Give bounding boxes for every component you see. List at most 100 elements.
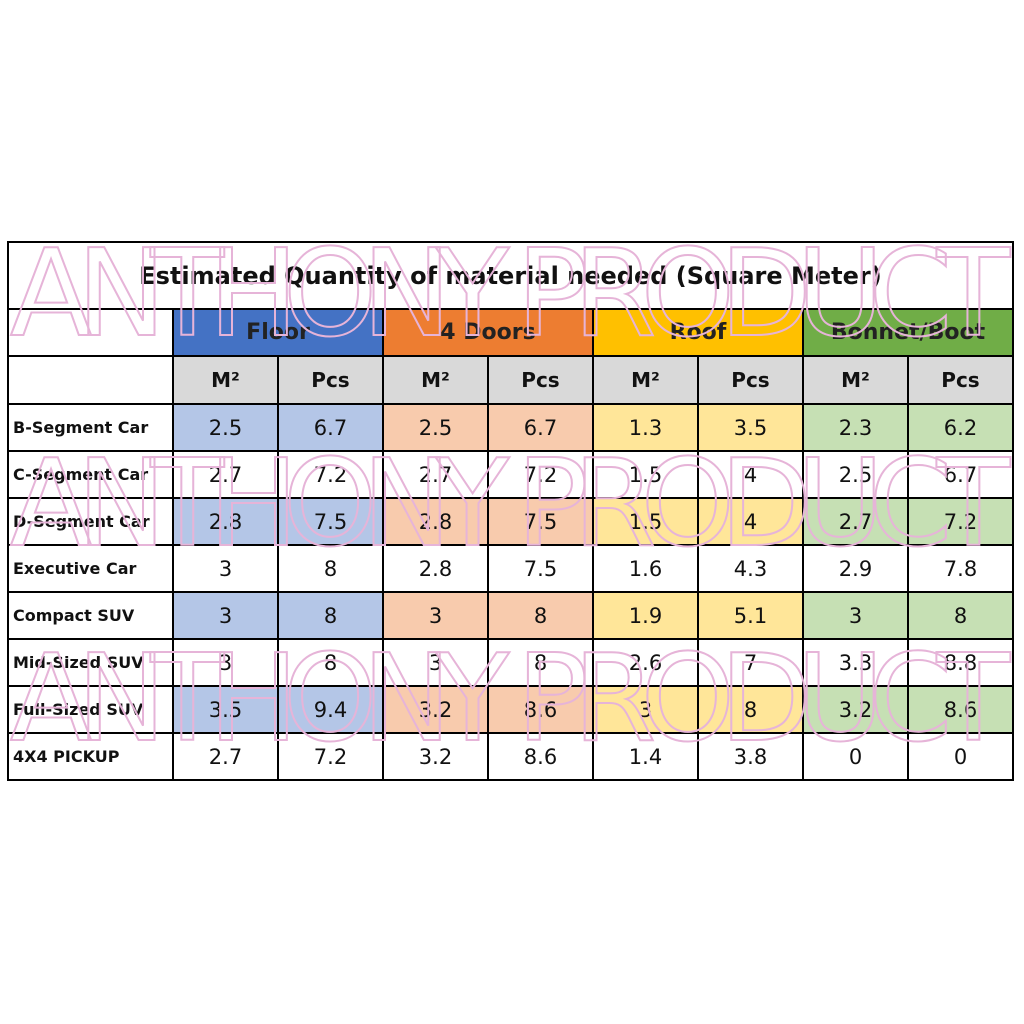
value-cell: 3	[592, 685, 699, 734]
value-cell: 3	[172, 638, 279, 687]
row-label: Mid-Sized SUV	[7, 638, 174, 687]
data-row: C-Segment Car 2.7 7.2 2.7 7.2 1.5 4 2.5 6.7	[7, 450, 1014, 499]
value-cell: 1.4	[592, 732, 699, 781]
value-cell: 3.3	[802, 638, 909, 687]
value-cell: 8	[487, 591, 594, 640]
row-label: 4X4 PICKUP	[7, 732, 174, 781]
table-title: Estimated Quantity of material needed (S…	[7, 241, 1014, 310]
value-cell: 1.5	[592, 450, 699, 499]
value-cell: 7.5	[277, 497, 384, 546]
data-row: 4X4 PICKUP 2.7 7.2 3.2 8.6 1.4 3.8 0 0	[7, 732, 1014, 781]
data-row: Compact SUV 3 8 3 8 1.9 5.1 3 8	[7, 591, 1014, 640]
value-cell: 8	[487, 638, 594, 687]
value-cell: 7.5	[487, 497, 594, 546]
value-cell: 8	[277, 591, 384, 640]
value-cell: 8	[277, 638, 384, 687]
value-cell: 1.6	[592, 544, 699, 593]
value-cell: 7.5	[487, 544, 594, 593]
value-cell: 0	[802, 732, 909, 781]
value-cell: 8.6	[487, 685, 594, 734]
row-label: Full-Sized SUV	[7, 685, 174, 734]
value-cell: 2.7	[172, 450, 279, 499]
sub-header: Pcs	[277, 355, 384, 405]
value-cell: 7.2	[907, 497, 1014, 546]
value-cell: 3	[382, 638, 489, 687]
row-label: D-Segment Car	[7, 497, 174, 546]
value-cell: 2.8	[382, 497, 489, 546]
value-cell: 3	[802, 591, 909, 640]
title-row: Estimated Quantity of material needed (S…	[7, 241, 1014, 310]
value-cell: 2.7	[172, 732, 279, 781]
value-cell: 2.8	[382, 544, 489, 593]
row-label: Executive Car	[7, 544, 174, 593]
value-cell: 3.2	[382, 685, 489, 734]
value-cell: 2.6	[592, 638, 699, 687]
value-cell: 9.4	[277, 685, 384, 734]
value-cell: 8	[277, 544, 384, 593]
value-cell: 8.8	[907, 638, 1014, 687]
value-cell: 2.7	[382, 450, 489, 499]
sub-header: M²	[172, 355, 279, 405]
data-row: B-Segment Car 2.5 6.7 2.5 6.7 1.3 3.5 2.3 6.2	[7, 403, 1014, 452]
subheader-row: M² Pcs M² Pcs M² Pcs M² Pcs	[7, 355, 1014, 405]
value-cell: 7.2	[487, 450, 594, 499]
value-cell: 6.7	[487, 403, 594, 452]
value-cell: 6.7	[277, 403, 384, 452]
value-cell: 1.9	[592, 591, 699, 640]
data-row: Full-Sized SUV 3.5 9.4 3.2 8.6 3 8 3.2 8.6	[7, 685, 1014, 734]
value-cell: 7.8	[907, 544, 1014, 593]
value-cell: 3.5	[697, 403, 804, 452]
group-header: Roof	[592, 308, 804, 357]
corner-cell	[7, 355, 174, 405]
sub-header: M²	[802, 355, 909, 405]
value-cell: 3	[382, 591, 489, 640]
value-cell: 1.3	[592, 403, 699, 452]
value-cell: 3.2	[802, 685, 909, 734]
value-cell: 2.7	[802, 497, 909, 546]
value-cell: 2.5	[382, 403, 489, 452]
data-row: Mid-Sized SUV 3 8 3 8 2.6 7 3.3 8.8	[7, 638, 1014, 687]
value-cell: 4.3	[697, 544, 804, 593]
value-cell: 7.2	[277, 450, 384, 499]
row-label: Compact SUV	[7, 591, 174, 640]
sub-header: M²	[382, 355, 489, 405]
group-header: Floor	[172, 308, 384, 357]
row-label: C-Segment Car	[7, 450, 174, 499]
data-row: D-Segment Car 2.8 7.5 2.8 7.5 1.5 4 2.7 7.2	[7, 497, 1014, 546]
value-cell: 3	[172, 544, 279, 593]
value-cell: 2.3	[802, 403, 909, 452]
quantity-table: Estimated Quantity of material needed (S…	[7, 241, 1014, 781]
value-cell: 0	[907, 732, 1014, 781]
value-cell: 5.1	[697, 591, 804, 640]
row-label: B-Segment Car	[7, 403, 174, 452]
group-row: Floor 4 Doors Roof Bonnet/Boot	[7, 308, 1014, 357]
value-cell: 7	[697, 638, 804, 687]
value-cell: 1.5	[592, 497, 699, 546]
value-cell: 6.7	[907, 450, 1014, 499]
value-cell: 3.5	[172, 685, 279, 734]
value-cell: 2.9	[802, 544, 909, 593]
data-row: Executive Car 3 8 2.8 7.5 1.6 4.3 2.9 7.8	[7, 544, 1014, 593]
sub-header: Pcs	[487, 355, 594, 405]
sub-header: Pcs	[907, 355, 1014, 405]
value-cell: 4	[697, 497, 804, 546]
value-cell: 2.5	[172, 403, 279, 452]
value-cell: 2.8	[172, 497, 279, 546]
sub-header: Pcs	[697, 355, 804, 405]
group-header: Bonnet/Boot	[802, 308, 1014, 357]
value-cell: 8	[697, 685, 804, 734]
value-cell: 8.6	[907, 685, 1014, 734]
value-cell: 8.6	[487, 732, 594, 781]
value-cell: 6.2	[907, 403, 1014, 452]
value-cell: 2.5	[802, 450, 909, 499]
sub-header: M²	[592, 355, 699, 405]
value-cell: 8	[907, 591, 1014, 640]
corner-cell	[7, 308, 174, 357]
group-header: 4 Doors	[382, 308, 594, 357]
value-cell: 3.8	[697, 732, 804, 781]
value-cell: 3.2	[382, 732, 489, 781]
value-cell: 4	[697, 450, 804, 499]
value-cell: 7.2	[277, 732, 384, 781]
value-cell: 3	[172, 591, 279, 640]
